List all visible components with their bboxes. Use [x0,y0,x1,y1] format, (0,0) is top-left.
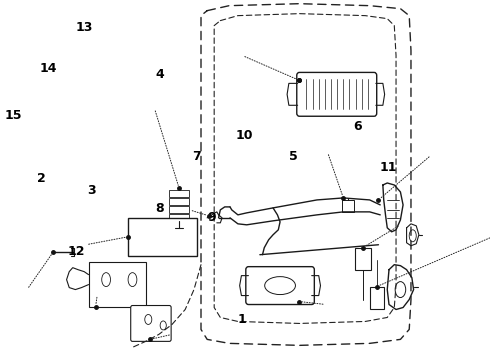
Bar [170,206,189,213]
Text: 4: 4 [156,68,164,81]
Text: 5: 5 [289,150,298,163]
Bar [355,248,370,270]
Ellipse shape [409,230,416,242]
Bar [170,214,189,221]
FancyBboxPatch shape [297,72,377,116]
Ellipse shape [102,273,111,287]
Bar [170,198,189,205]
Bar [342,200,354,212]
Text: 2: 2 [37,172,46,185]
Text: 7: 7 [192,150,201,163]
Text: 6: 6 [354,120,362,133]
Bar [170,190,189,197]
Text: 1: 1 [237,313,246,327]
Text: 13: 13 [76,21,93,34]
Text: 15: 15 [5,109,23,122]
Text: 11: 11 [379,161,397,174]
Bar [128,218,196,256]
Text: 10: 10 [235,129,253,142]
Bar [89,262,146,306]
Ellipse shape [145,315,152,324]
Text: 9: 9 [207,211,216,224]
Bar [369,287,384,309]
Ellipse shape [160,321,166,330]
Text: 12: 12 [67,245,85,258]
Ellipse shape [265,276,295,294]
FancyBboxPatch shape [246,267,314,305]
Ellipse shape [395,282,406,298]
Text: 14: 14 [39,62,57,75]
Ellipse shape [128,273,137,287]
Text: 8: 8 [156,202,164,215]
Text: 3: 3 [87,184,96,197]
FancyBboxPatch shape [131,306,171,341]
